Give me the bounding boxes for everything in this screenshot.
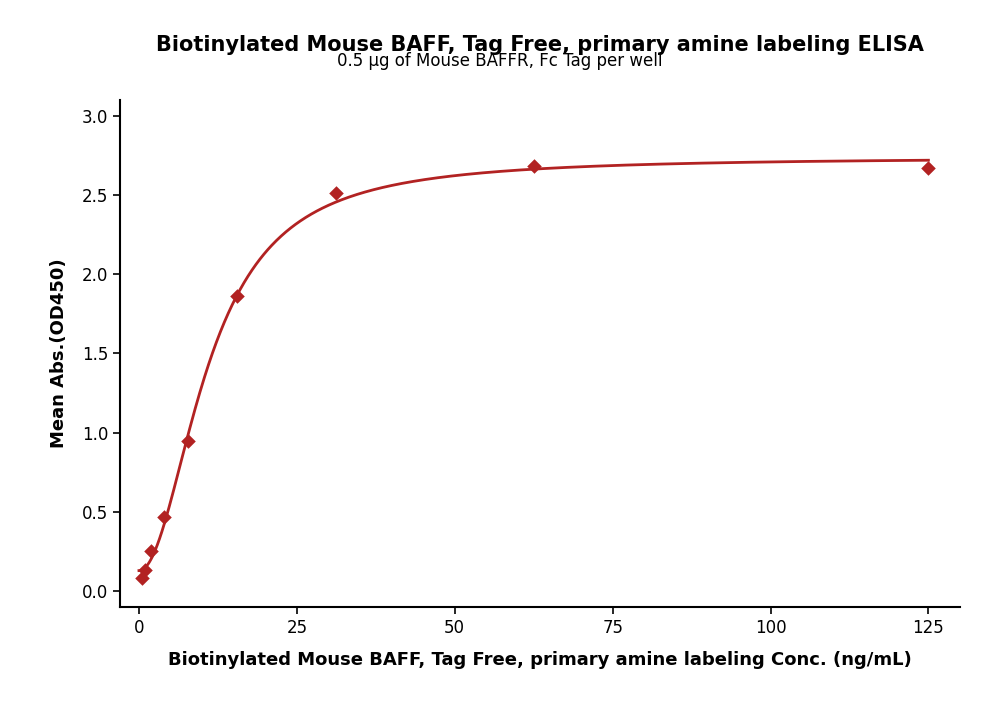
Point xyxy=(920,162,936,174)
Title: Biotinylated Mouse BAFF, Tag Free, primary amine labeling ELISA: Biotinylated Mouse BAFF, Tag Free, prima… xyxy=(156,36,924,56)
Point xyxy=(156,511,172,523)
Y-axis label: Mean Abs.(OD450): Mean Abs.(OD450) xyxy=(50,258,68,448)
Point xyxy=(526,161,542,172)
Point xyxy=(180,435,196,446)
Point xyxy=(328,188,344,199)
Text: 0.5 μg of Mouse BAFFR, Fc Tag per well: 0.5 μg of Mouse BAFFR, Fc Tag per well xyxy=(337,51,663,70)
Point xyxy=(134,573,150,584)
Point xyxy=(137,565,153,576)
X-axis label: Biotinylated Mouse BAFF, Tag Free, primary amine labeling Conc. (ng/mL): Biotinylated Mouse BAFF, Tag Free, prima… xyxy=(168,650,912,668)
Point xyxy=(143,545,159,557)
Point xyxy=(229,291,245,302)
